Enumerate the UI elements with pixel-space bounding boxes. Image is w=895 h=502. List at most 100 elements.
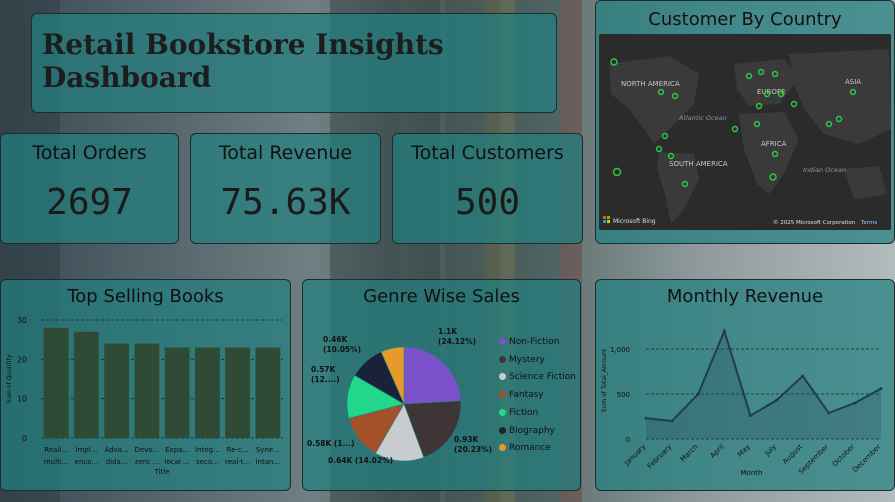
pie-data-label: (10.05%) <box>323 345 361 354</box>
bar-xtick-label: Devo... <box>135 446 160 454</box>
line-area <box>646 331 881 439</box>
map-marker <box>771 150 779 158</box>
kpi-total-revenue[interactable]: Total Revenue 75.63K <box>190 133 381 244</box>
pie-legend-item[interactable]: Non-Fiction <box>499 337 559 347</box>
line-xtick-label: April <box>709 443 726 460</box>
pie-legend-item[interactable]: Fiction <box>499 408 538 418</box>
line-xtick-label: February <box>646 443 674 471</box>
legend-swatch <box>499 408 506 416</box>
line-xtick-label: July <box>763 443 778 458</box>
pie-chart[interactable]: 1.1K(24.12%) 0.93K(20.23%) 0.64K (14.02%) 0… <box>303 310 498 490</box>
map-marker <box>777 90 785 98</box>
genre-wise-sales-panel[interactable]: Genre Wise Sales 1.1K (24.12%) 0.93K (20.23… <box>302 279 581 491</box>
map-marker <box>661 132 669 140</box>
line-xtick-label: October <box>831 443 857 469</box>
legend-swatch <box>499 373 506 381</box>
legend-label: Fiction <box>509 407 539 418</box>
bar-chart[interactable]: 0 10 20 30 Sum of Quantity Reali... multi... Im… <box>1 310 290 490</box>
map-label-north-america: NORTH AMERICA <box>621 80 680 88</box>
bar <box>194 347 220 438</box>
legend-swatch <box>499 426 506 434</box>
map-marker <box>757 68 765 76</box>
pie-legend-item[interactable]: Mystery <box>499 355 545 365</box>
legend-label: Non-Fiction <box>509 337 560 347</box>
bar <box>225 347 251 438</box>
pie-legend-item[interactable]: Science Fiction <box>499 372 576 382</box>
bar-xtick-label: Impl... <box>75 446 97 454</box>
bar-xtick-label: Syne... <box>256 446 280 454</box>
world-map-svg[interactable]: NORTH AMERICA EUROPE ASIA AFRICA SOUTH A… <box>599 34 891 230</box>
page-title: Retail Bookstore Insights Dashboard <box>42 28 444 94</box>
line-ytick-label: 500 <box>617 391 630 399</box>
line-point <box>827 411 831 415</box>
kpi-value: 500 <box>454 182 521 223</box>
map-terms-link: Terms <box>860 220 877 226</box>
kpi-value: 75.63K <box>220 182 351 223</box>
pie-legend-item[interactable]: Biography <box>499 426 555 436</box>
top-selling-books-panel[interactable]: Top Selling Books 0 10 20 30 Sum of Quantity… <box>0 279 291 491</box>
pie-data-label: (12....) <box>311 375 340 384</box>
pie-slice <box>403 400 462 458</box>
monthly-revenue-panel[interactable]: Monthly Revenue 0 500 1,000 Sum of Total_Am… <box>595 279 895 491</box>
legend-swatch <box>499 391 506 399</box>
bar <box>255 347 281 438</box>
bar-ytick-label: 10 <box>17 395 27 404</box>
pie-legend-item[interactable]: Romance <box>499 443 551 453</box>
map-marker <box>657 88 665 96</box>
line-point <box>853 401 857 405</box>
bar-xtick-label: Integ... <box>195 446 220 454</box>
map-label-africa: AFRICA <box>761 140 787 148</box>
legend-label: Mystery <box>509 354 545 365</box>
map-marker <box>771 70 779 78</box>
bar-xtick-label-2: dida... <box>106 458 128 466</box>
kpi-label: Total Customers <box>411 142 564 164</box>
map-marker <box>731 125 739 133</box>
line-point <box>696 392 700 396</box>
kpi-label: Total Revenue <box>218 142 353 164</box>
chart-title: Top Selling Books <box>67 286 224 307</box>
bar-xtick-label-2: enco... <box>75 458 98 466</box>
map-panel[interactable]: Customer By Country NORTH AMERICA EUROPE… <box>595 0 895 244</box>
pie-data-label: 0.64K (14.02%) <box>328 456 393 465</box>
line-ytick-label: 0 <box>626 436 630 444</box>
bar-xtick-label: Re-c... <box>227 446 249 454</box>
bar-xtick-label-2: multi... <box>44 458 69 466</box>
map-marker <box>790 100 798 108</box>
chart-title: Genre Wise Sales <box>363 286 520 307</box>
pie-legend-item[interactable]: Fantasy <box>499 390 544 400</box>
continent-africa <box>739 112 799 194</box>
map-marker <box>612 167 622 177</box>
pie-data-label: 0.46K <box>323 335 349 344</box>
map-marker <box>835 115 843 123</box>
kpi-total-orders[interactable]: Total Orders 2697 <box>0 133 179 244</box>
map-marker <box>753 120 761 128</box>
bar-xtick-label-2: seco... <box>196 458 219 466</box>
legend-label: Romance <box>509 443 551 454</box>
line-xtick-label: August <box>781 443 804 466</box>
line-xlabel: Month <box>741 469 763 477</box>
legend-swatch <box>499 355 506 363</box>
pie-data-label: 0.93K <box>454 435 480 444</box>
world-map[interactable]: NORTH AMERICA EUROPE ASIA AFRICA SOUTH A… <box>599 34 891 230</box>
map-marker <box>667 152 675 160</box>
bar-xtick-label: Adva... <box>105 446 129 454</box>
map-marker <box>610 58 618 66</box>
pie-data-label: 0.57K <box>311 365 337 374</box>
map-marker <box>681 180 689 188</box>
bing-logo-square <box>603 220 606 223</box>
title-panel: Retail Bookstore Insights Dashboard <box>31 13 557 113</box>
line-series <box>645 328 882 423</box>
continent-europe <box>734 59 799 106</box>
bar-xtick-label-2: zero ... <box>135 458 159 466</box>
pie-slice <box>403 346 462 405</box>
bar <box>43 327 69 438</box>
pie-legend: Non-Fiction Mystery Science Fiction Fantasy… <box>499 337 581 467</box>
bar <box>164 347 190 438</box>
map-marker <box>763 90 771 98</box>
pie-data-label: (24.12%) <box>438 337 476 346</box>
bar-xtick-label-2: local ... <box>165 458 190 466</box>
bar-xtick-label-2: intan... <box>256 458 281 466</box>
kpi-total-customers[interactable]: Total Customers 500 <box>392 133 583 244</box>
continent-asia <box>789 49 891 144</box>
